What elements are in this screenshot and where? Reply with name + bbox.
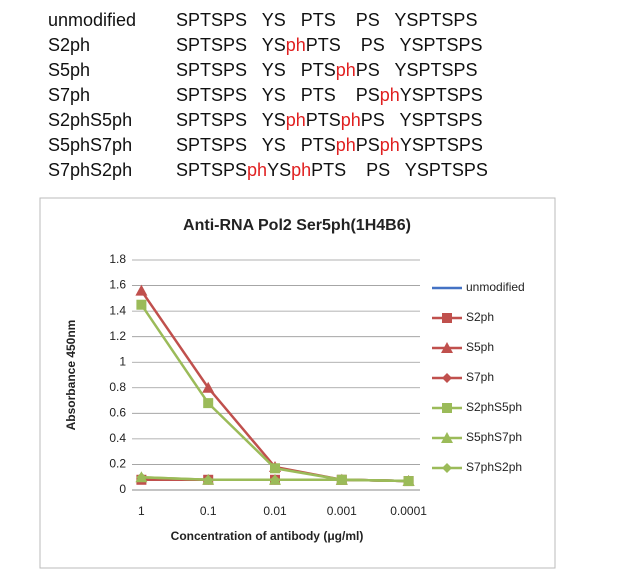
peptide-name: S2ph (48, 35, 91, 55)
legend-marker (442, 373, 452, 383)
peptide-name: S7phS2ph (48, 160, 133, 180)
y-tick-label: 0.6 (109, 406, 126, 420)
y-tick-label: 1.8 (109, 252, 126, 266)
legend-label: unmodified (466, 280, 525, 294)
marker (202, 381, 215, 393)
y-axis-label: Absorbance 450nm (64, 320, 78, 431)
sequence-row: S7ph SPTSPS YS PTS PSphYSPTSPS (48, 83, 488, 108)
peptide-sequence: SPTSPS YSphPTSphPS YSPTSPS (176, 110, 483, 130)
y-tick-label: 1.2 (109, 329, 126, 343)
x-tick-label: 0.001 (327, 504, 357, 518)
peptide-name: unmodified (48, 10, 137, 30)
legend-label: S2ph (466, 310, 494, 324)
legend-marker (442, 403, 452, 413)
peptide-name: S5phS7ph (48, 135, 133, 155)
legend-marker (442, 313, 452, 323)
y-tick-label: 0.4 (109, 431, 126, 445)
legend-marker (442, 463, 452, 473)
marker (270, 463, 280, 474)
y-tick-label: 0.2 (109, 457, 126, 471)
sequence-row: S5ph SPTSPS YS PTSphPS YSPTSPS (48, 58, 488, 83)
y-tick-label: 0.8 (109, 380, 126, 394)
legend-label: S5phS7ph (466, 430, 522, 444)
legend-marker (441, 342, 453, 353)
marker (203, 398, 214, 409)
peptide-sequence: SPTSPSphYSphPTS PS YSPTSPS (176, 160, 488, 180)
marker (403, 476, 414, 487)
marker (270, 474, 280, 485)
x-tick-label: 0.1 (200, 504, 217, 518)
peptide-name: S2phS5ph (48, 110, 133, 130)
peptide-sequence: SPTSPS YS PTS PSphYSPTSPS (176, 85, 483, 105)
marker (136, 472, 147, 483)
marker (135, 284, 148, 296)
marker (136, 299, 147, 310)
y-tick-label: 1.6 (109, 278, 126, 292)
marker (203, 474, 214, 485)
sequence-row: S2phS5ph SPTSPS YSphPTSphPS YSPTSPS (48, 108, 488, 133)
sequence-row: S2ph SPTSPS YSphPTS PS YSPTSPS (48, 33, 488, 58)
x-tick-label: 0.01 (263, 504, 287, 518)
legend-label: S2phS5ph (466, 400, 522, 414)
legend-label: S7ph (466, 370, 494, 384)
peptide-name: S7ph (48, 85, 91, 105)
sequence-table: unmodified SPTSPS YS PTS PS YSPTSPS S2ph SP… (48, 8, 488, 183)
legend-label: S5ph (466, 340, 494, 354)
sequence-row: S5phS7ph SPTSPS YS PTSphPSphYSPTSPS (48, 133, 488, 158)
x-axis-label: Concentration of antibody (μg/ml) (171, 529, 364, 543)
peptide-sequence: SPTSPS YSphPTS PS YSPTSPS (176, 35, 483, 55)
x-tick-label: 0.0001 (390, 504, 427, 518)
sequence-row: S7phS2ph SPTSPSphYSphPTS PS YSPTSPS (48, 158, 488, 183)
y-tick-label: 1 (119, 354, 126, 368)
peptide-sequence: SPTSPS YS PTS PS YSPTSPS (176, 10, 478, 30)
sequence-row: unmodified SPTSPS YS PTS PS YSPTSPS (48, 8, 488, 33)
marker (336, 474, 347, 485)
legend-marker (441, 432, 453, 443)
peptide-name: S5ph (48, 60, 91, 80)
peptide-sequence: SPTSPS YS PTSphPS YSPTSPS (176, 60, 478, 80)
y-tick-label: 0 (119, 482, 126, 496)
chart-title: Anti-RNA Pol2 Ser5ph(1H4B6) (183, 217, 411, 234)
y-tick-label: 1.4 (109, 303, 126, 317)
x-tick-label: 1 (138, 504, 145, 518)
legend-label: S7phS2ph (466, 460, 522, 474)
peptide-sequence: SPTSPS YS PTSphPSphYSPTSPS (176, 135, 483, 155)
